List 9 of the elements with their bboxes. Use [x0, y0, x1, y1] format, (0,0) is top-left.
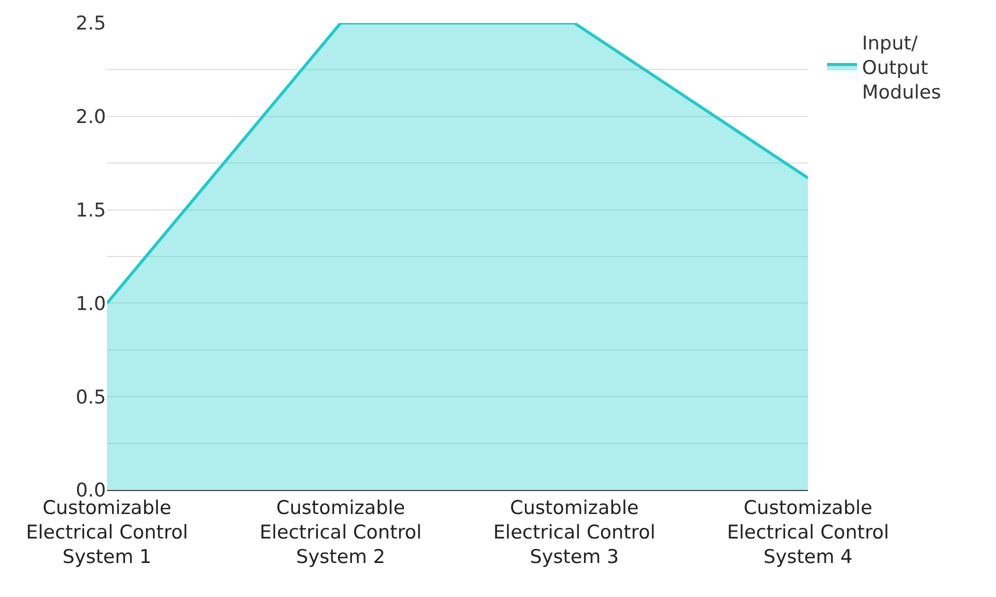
y-tick-label: 1.0: [76, 292, 106, 315]
y-tick-label: 2.5: [76, 12, 106, 35]
y-tick-label: 1.5: [76, 199, 106, 222]
y-tick-label: 0.5: [76, 386, 106, 408]
x-tick-label: Customizable Electrical Control System 2: [260, 496, 422, 568]
x-tick-label: Customizable Electrical Control System 3: [493, 496, 656, 568]
legend-label: Input/ Output Modules: [862, 32, 942, 104]
x-tick-label: Customizable Electrical Control System 4: [726, 496, 890, 568]
y-tick-label: 2.0: [76, 106, 106, 128]
